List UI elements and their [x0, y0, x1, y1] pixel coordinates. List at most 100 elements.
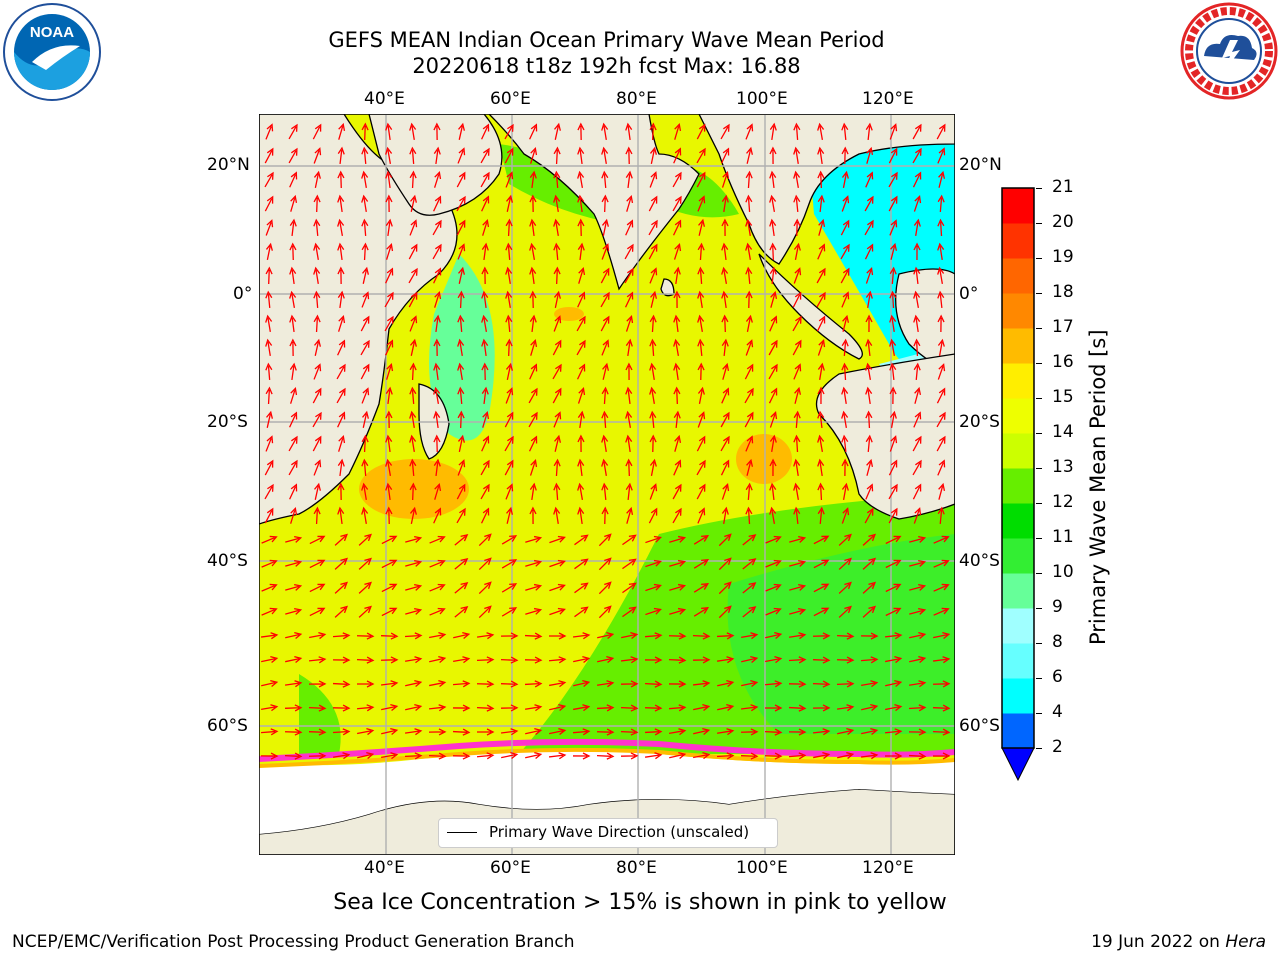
wave-arrow [481, 242, 489, 261]
wave-arrow [524, 656, 543, 664]
wave-arrow [932, 656, 951, 664]
wave-arrow [504, 411, 514, 428]
wave-arrow [501, 752, 519, 760]
wave-arrow [505, 171, 514, 188]
wave-arrow [884, 752, 903, 760]
wave-arrow [313, 242, 321, 260]
wave-arrow [888, 507, 898, 524]
wave-arrow [405, 704, 423, 712]
wave-arrow [625, 482, 633, 501]
wave-arrow [332, 704, 351, 712]
wave-arrow [553, 194, 561, 212]
wave-arrow [337, 411, 346, 428]
wave-arrow [889, 123, 898, 140]
wave-arrow [501, 535, 518, 545]
wave-arrow [481, 290, 489, 309]
wave-arrow [358, 605, 372, 618]
wave-arrow [598, 533, 612, 547]
wave-arrow [742, 582, 757, 594]
wave-arrow [840, 267, 850, 284]
wave-arrow [577, 458, 585, 477]
wave-arrow [261, 559, 278, 568]
wave-arrow [817, 243, 826, 260]
wave-arrow [529, 242, 537, 260]
wave-arrow [838, 557, 852, 570]
wave-arrow [454, 558, 469, 570]
wave-arrow [553, 122, 561, 140]
noaa-logo-text: NOAA [30, 24, 74, 41]
wave-arrow [456, 219, 466, 236]
wave-arrow [433, 434, 441, 453]
wave-arrow [601, 506, 609, 525]
land-sumatra [758, 253, 863, 360]
wave-arrow [433, 338, 441, 357]
wave-arrow [912, 171, 922, 188]
wave-arrow [529, 218, 537, 237]
wave-arrow [312, 123, 322, 140]
wave-arrow [576, 363, 586, 380]
wave-arrow [501, 607, 518, 617]
wave-arrow [574, 534, 589, 546]
wave-arrow [504, 459, 514, 476]
wave-arrow [817, 339, 826, 356]
wave-arrow [554, 434, 562, 452]
wave-arrow [862, 533, 877, 546]
wave-arrow [337, 170, 345, 189]
wave-arrow [381, 752, 399, 760]
wave-arrow [481, 386, 489, 405]
wave-arrow [913, 338, 921, 357]
wave-arrow [740, 752, 759, 760]
wave-arrow [625, 386, 633, 405]
wave-arrow [889, 410, 897, 428]
wave-arrow [625, 315, 634, 332]
wave-arrow [769, 122, 777, 141]
wave-arrow [433, 170, 442, 188]
wave-arrow [912, 123, 922, 140]
wave-arrow [889, 219, 898, 236]
wave-arrow [410, 194, 417, 212]
wave-arrow [622, 558, 637, 570]
wave-arrow [289, 171, 298, 188]
wave-arrow [525, 559, 543, 567]
wave-arrow [789, 559, 807, 567]
wave-arrow [284, 752, 303, 760]
wave-arrow [384, 315, 394, 332]
wave-arrow [836, 704, 855, 712]
wave-arrow [841, 458, 849, 477]
lat-tick-right-40s: 40°S [959, 551, 1000, 571]
wave-arrow [380, 680, 399, 688]
wave-arrow [332, 728, 351, 736]
wave-arrow [765, 535, 782, 544]
wave-arrow [769, 411, 778, 428]
wave-arrow [721, 506, 729, 524]
wave-arrow [409, 338, 417, 356]
wave-arrow [337, 314, 346, 332]
wave-arrow [601, 386, 609, 405]
wave-arrow [885, 559, 902, 569]
wave-arrow [380, 632, 399, 640]
wave-arrow [721, 290, 729, 309]
colorbar-tick-mark [1036, 363, 1042, 364]
wave-arrow [356, 656, 375, 664]
wave-arrow [284, 680, 303, 688]
wave-arrow [573, 679, 591, 687]
wave-arrow [385, 146, 393, 164]
wave-arrow [812, 632, 831, 640]
wave-arrow [696, 147, 706, 164]
wave-arrow [841, 195, 850, 212]
wave-arrow [889, 290, 897, 309]
wave-arrow [290, 194, 298, 212]
wave-arrow [596, 704, 615, 712]
wave-arrow [334, 533, 348, 546]
wave-arrow [500, 704, 519, 712]
wave-arrow [720, 435, 730, 452]
wave-arrow [861, 728, 879, 736]
colorbar-tick-mark [1036, 538, 1042, 539]
wave-arrow [385, 218, 393, 237]
wave-arrow [525, 583, 543, 591]
wave-arrow [769, 218, 777, 237]
wave-arrow [645, 559, 662, 568]
wave-arrow [936, 435, 946, 452]
wave-arrow [841, 507, 850, 524]
wave-arrow [600, 315, 610, 332]
